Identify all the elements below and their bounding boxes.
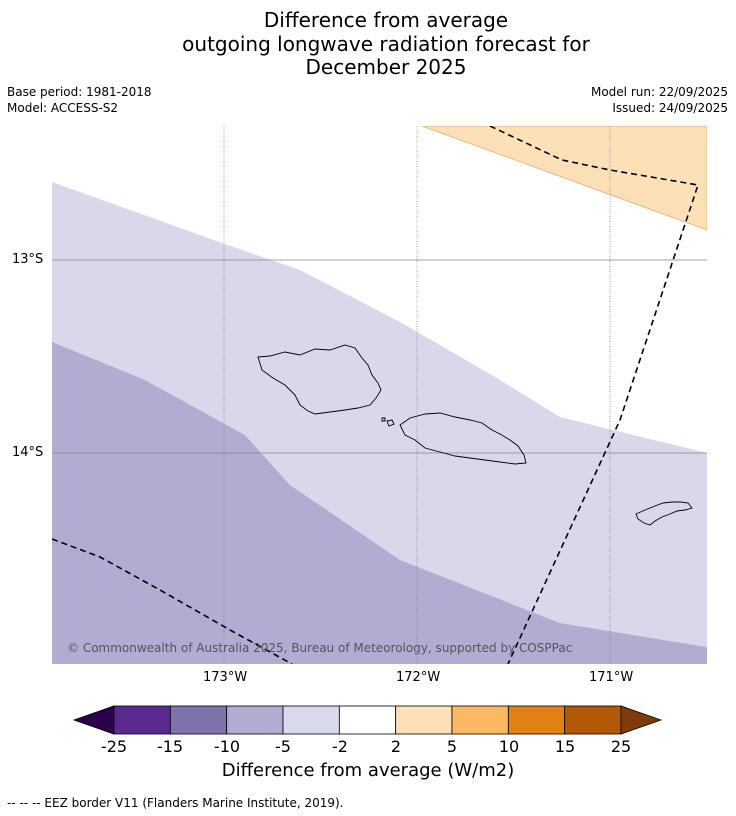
colorbar-segment xyxy=(395,705,453,735)
lon-label-173w: 173°W xyxy=(203,670,248,685)
title-line-2: outgoing longwave radiation forecast for xyxy=(182,32,590,56)
colorbar-label: -2 xyxy=(332,737,348,756)
apolima-island xyxy=(381,417,386,422)
savaii-island xyxy=(257,344,382,415)
colorbar-label: 5 xyxy=(446,737,458,756)
upolu-island xyxy=(399,412,527,465)
region-minus-5-to-minus-2 xyxy=(52,182,707,647)
eez-border-east xyxy=(489,126,700,664)
colorbar-label: -25 xyxy=(100,737,128,756)
map-area xyxy=(52,126,707,664)
colorbar-segment xyxy=(338,705,397,735)
lat-label-13s: 13°S xyxy=(12,252,44,267)
lat-label-14s: 14°S xyxy=(12,445,44,460)
colorbar-label: 10 xyxy=(498,737,520,756)
title-line-1: Difference from average xyxy=(263,8,509,32)
colorbar-label: 25 xyxy=(610,737,632,756)
colorbar-label: -15 xyxy=(156,737,184,756)
region-plus-2-to-plus-5 xyxy=(421,126,707,231)
eez-legend-note: -- -- -- EEZ border V11 (Flanders Marine… xyxy=(7,796,344,810)
base-period: Base period: 1981-2018 xyxy=(7,85,152,99)
copyright-notice: © Commonwealth of Australia 2025, Bureau… xyxy=(67,641,573,655)
colorbar-segment xyxy=(507,705,566,735)
colorbar-label: 15 xyxy=(554,737,576,756)
lon-label-171w: 171°W xyxy=(589,670,634,685)
colorbar-label: -10 xyxy=(213,737,241,756)
region-minus-10-to-minus-5 xyxy=(52,342,707,664)
colorbar-over-triangle xyxy=(620,705,663,735)
colorbar-title: Difference from average (W/m2) xyxy=(221,760,515,781)
manono-island xyxy=(386,419,395,427)
colorbar-under-triangle xyxy=(72,705,115,735)
colorbar-segment xyxy=(451,705,509,735)
colorbar-segment xyxy=(226,705,284,735)
colorbar-label: -5 xyxy=(275,737,291,756)
issued-date: Issued: 24/09/2025 xyxy=(612,101,728,115)
colorbar-segment xyxy=(564,705,622,735)
colorbar-segment xyxy=(282,705,340,735)
colorbar-segment xyxy=(113,705,171,735)
tutuila-island xyxy=(635,501,693,526)
colorbar-segment xyxy=(169,705,228,735)
colorbar xyxy=(72,705,663,735)
title-line-3: December 2025 xyxy=(305,55,467,79)
model-run: Model run: 22/09/2025 xyxy=(590,85,728,99)
eez-border-southwest xyxy=(52,538,293,664)
lon-label-172w: 172°W xyxy=(396,670,441,685)
colorbar-label: 2 xyxy=(390,737,402,756)
model-name: Model: ACCESS-S2 xyxy=(7,101,119,115)
